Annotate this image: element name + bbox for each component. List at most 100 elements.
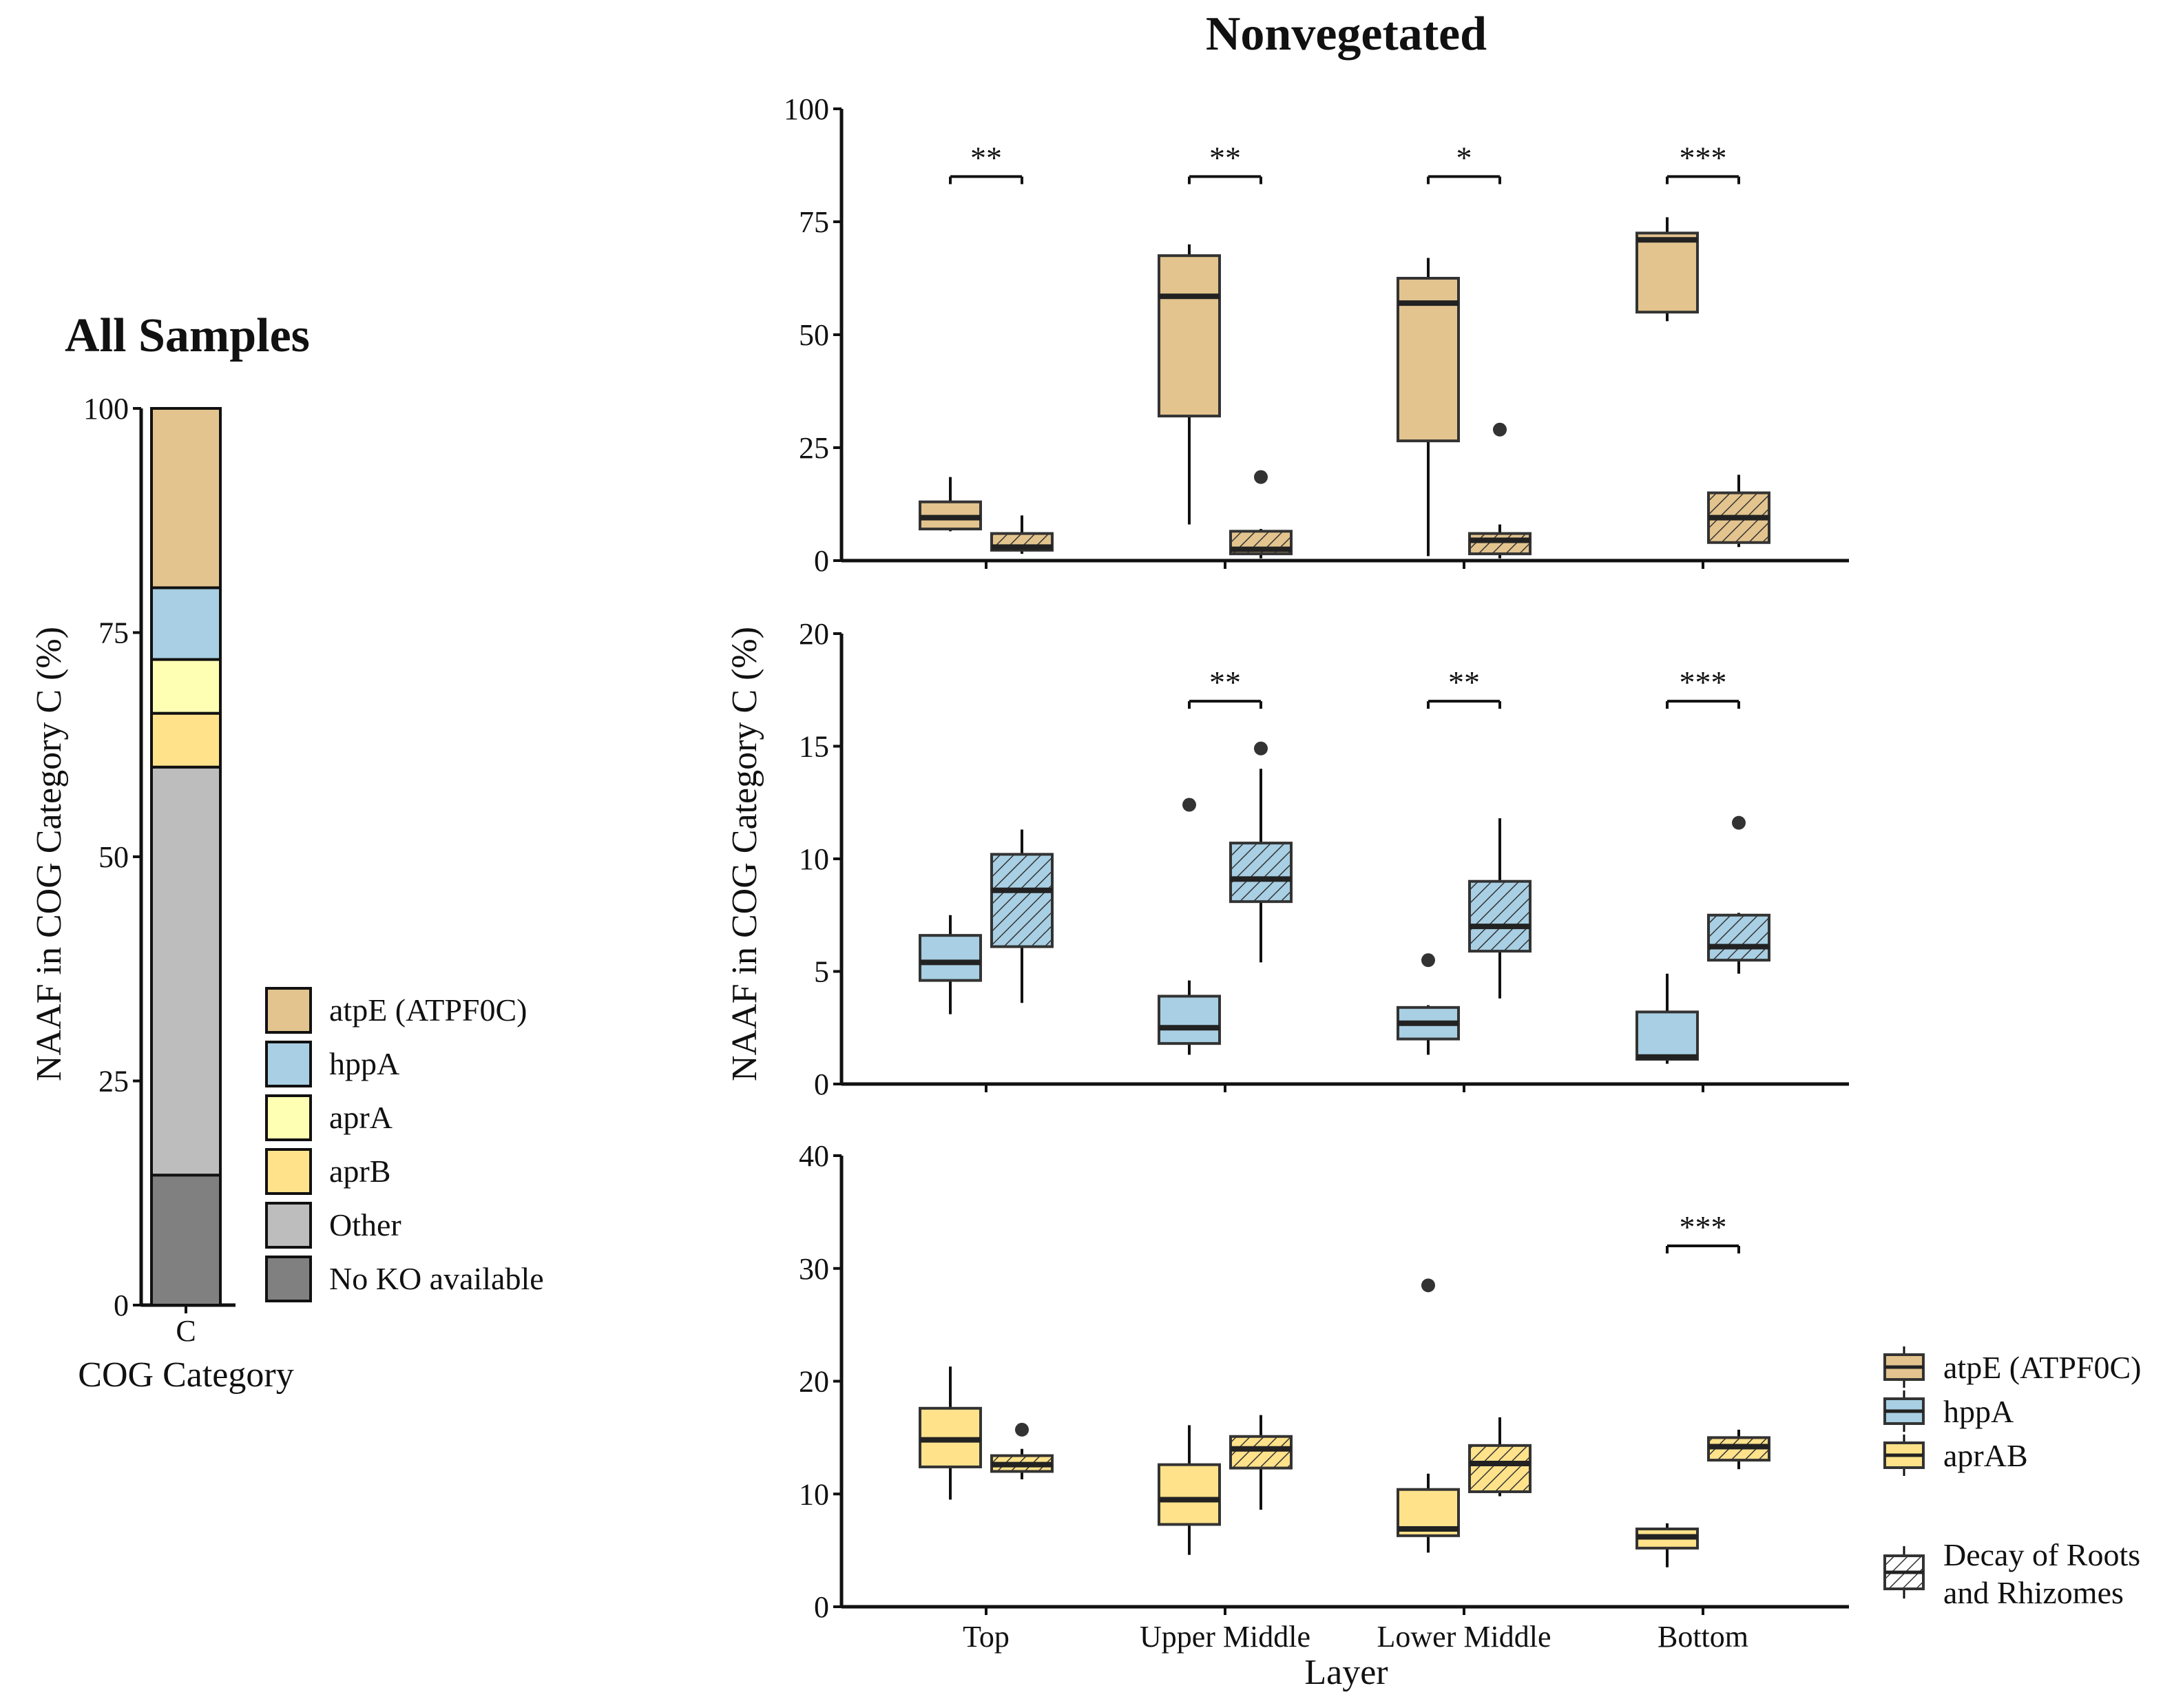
box-top-hatched (990, 1422, 1054, 1479)
y-tick-label: 25 (799, 431, 829, 465)
left-x-tick-label: C (176, 1314, 196, 1348)
legend-swatch (265, 1202, 312, 1249)
box-hatch (1470, 533, 1530, 554)
x-tick-label: Bottom (1658, 1620, 1748, 1654)
legend-label: hppA (1943, 1394, 2014, 1429)
legend-swatch (265, 1094, 312, 1141)
legend-label: and Rhizomes (1943, 1575, 2124, 1610)
box-outline (1397, 277, 1460, 443)
stack-segment-5 (150, 407, 222, 590)
box-outline (1468, 532, 1532, 556)
box-outline (1707, 913, 1770, 962)
box-outline (990, 532, 1054, 552)
box-outline (1158, 994, 1221, 1045)
legend-swatch (265, 987, 312, 1034)
outlier-point (1732, 815, 1746, 830)
stacked-bar (150, 407, 222, 1306)
box-hatch (1231, 1436, 1291, 1468)
stack-segment-1 (150, 765, 222, 1177)
right-legend: atpE (ATPF0C) hppA aprAB Decay of Rootsand … (1883, 1346, 2142, 1610)
y-tick-label: 0 (814, 1590, 829, 1624)
box-top-plain (919, 915, 982, 1014)
box-top-hatched (990, 829, 1054, 1003)
box-outline (919, 934, 982, 982)
box-top-plain (919, 1366, 982, 1500)
box-fill (1637, 1012, 1697, 1060)
legend-swatch (265, 1041, 312, 1087)
legend-label: aprA (329, 1100, 393, 1135)
significance-bracket: ** (1188, 665, 1262, 709)
box-top-hatched (990, 515, 1054, 554)
box-hatch (1470, 881, 1530, 952)
y-tick-label: 10 (799, 1477, 829, 1511)
outlier-point (1493, 422, 1507, 437)
box-fill (1637, 233, 1697, 313)
y-tick-label: 20 (799, 617, 829, 651)
y-tick-label: 20 (799, 1365, 829, 1399)
stack-segment-0 (150, 1174, 222, 1306)
all-samples-title: All Samples (65, 309, 310, 362)
box-upper-middle-plain (1158, 244, 1221, 525)
box-upper-middle-hatched (1229, 741, 1293, 963)
significance-bracket: ** (1188, 140, 1262, 185)
significance-bracket: *** (1666, 1209, 1740, 1253)
outlier-point (1421, 953, 1435, 968)
significance-bracket: *** (1666, 665, 1740, 709)
box-fill (1159, 996, 1220, 1044)
outlier-point (1254, 741, 1268, 756)
right-y-axis-title: NAAF in COG Category C (%) (725, 627, 764, 1081)
outlier-point (1015, 1422, 1029, 1437)
box-lower-middle-plain (1397, 953, 1460, 1055)
box-upper-middle-hatched (1229, 1415, 1293, 1510)
legend-label: Decay of Roots (1943, 1537, 2140, 1572)
legend-label: atpE (ATPF0C) (1943, 1350, 2142, 1385)
stack-segment-4 (150, 586, 222, 661)
legend-label: atpE (ATPF0C) (329, 992, 527, 1028)
box-bottom-plain (1635, 1523, 1699, 1568)
significance-label: *** (1680, 665, 1727, 700)
y-tick-label: 5 (814, 955, 829, 989)
significance-label: ** (1209, 140, 1241, 175)
left-y-tick-label: 100 (83, 392, 129, 426)
left-y-axis-title: NAAF in COG Category C (%) (30, 627, 69, 1081)
y-tick-label: 10 (799, 842, 829, 876)
significance-bracket: * (1427, 140, 1501, 185)
significance-label: *** (1680, 1209, 1727, 1244)
box-outline (1158, 254, 1221, 418)
significance-bracket: ** (1427, 665, 1501, 709)
y-tick-label: 50 (799, 318, 829, 352)
outlier-point (1254, 470, 1268, 484)
significance-label: *** (1680, 140, 1727, 175)
left-x-axis-title: COG Category (78, 1355, 293, 1395)
box-bottom-plain (1635, 217, 1699, 322)
legend-swatch (265, 1256, 312, 1302)
legend-label: No KO available (329, 1261, 544, 1296)
y-tick-label: 0 (814, 1068, 829, 1101)
box-lower-middle-plain (1397, 258, 1460, 556)
y-tick-label: 75 (799, 205, 829, 239)
all-samples-panel: All Samples NAAF in COG Category C (%) C… (30, 309, 544, 1395)
x-tick-label: Lower Middle (1377, 1620, 1551, 1654)
left-legend: atpE (ATPF0C) hppA aprA aprB Other No KO avai… (265, 987, 544, 1302)
significance-label: ** (1209, 665, 1241, 700)
outlier-point (1182, 798, 1196, 812)
outlier-point (1421, 1278, 1435, 1293)
box-outline (1468, 879, 1532, 953)
box-hatch (1708, 915, 1769, 961)
box-bottom-hatched (1707, 1429, 1770, 1470)
box-upper-middle-hatched (1229, 470, 1293, 559)
box-lower-middle-hatched (1468, 422, 1532, 559)
box-upper-middle-plain (1158, 1425, 1221, 1555)
significance-bracket: ** (949, 140, 1023, 185)
y-tick-label: 40 (799, 1139, 829, 1173)
box-hatch (992, 854, 1052, 947)
left-y-axis: 0 25 50 75 100 C (83, 392, 236, 1348)
box-bottom-hatched (1707, 815, 1770, 974)
box-top-plain (919, 477, 982, 532)
box-fill (1159, 1464, 1220, 1525)
box-fill (920, 935, 981, 981)
left-y-tick-label: 75 (98, 616, 129, 650)
box-outline (1158, 1463, 1221, 1526)
